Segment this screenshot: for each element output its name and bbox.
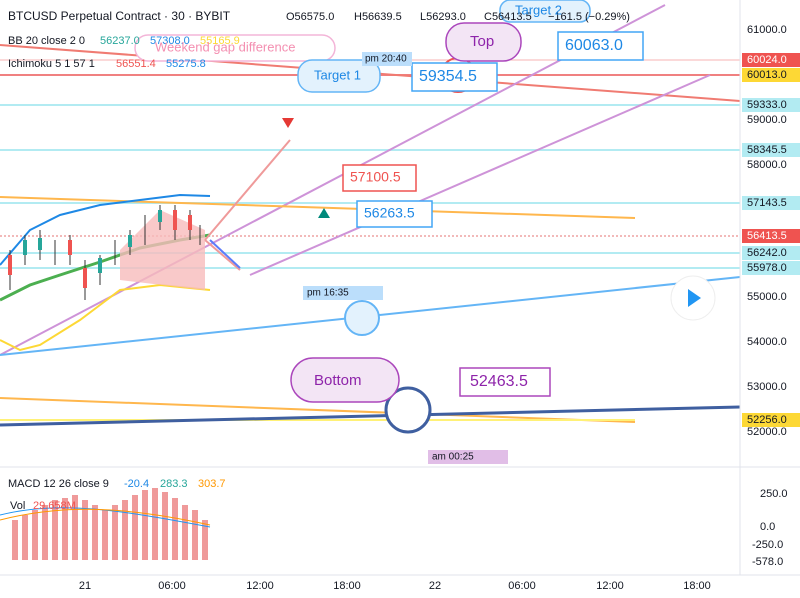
price-axis-label: 53000.0: [747, 381, 787, 393]
price-axis-label: 55978.0: [747, 262, 787, 274]
annotation: Weekend gap difference: [155, 39, 295, 54]
price-note: 59354.5: [419, 68, 477, 85]
time-axis-label: 22: [429, 580, 441, 592]
time-note: pm 20:40: [365, 54, 407, 65]
macd-value: 303.7: [198, 478, 226, 490]
price-axis-label: 57143.5: [747, 197, 787, 209]
macd-axis-label: 250.0: [760, 488, 788, 500]
price-axis-label: 58345.5: [747, 144, 787, 156]
annotation: Top: [470, 33, 494, 50]
volume-value: 29.658M: [33, 500, 76, 512]
price-axis-label: 56413.5: [747, 230, 787, 242]
price-axis-label: 58000.0: [747, 159, 787, 171]
icons: [282, 57, 716, 434]
ohlc-value: H56639.5: [354, 11, 402, 23]
time-axis-label: 06:00: [158, 580, 186, 592]
ohlc: O56575.0 H56639.5 L56293.0 C56413.5 −161…: [286, 11, 630, 23]
macd-value: -20.4: [124, 478, 149, 490]
ichimoku-value: 55275.8: [166, 58, 206, 70]
bb-label: BB 20 close 2 0: [8, 35, 85, 47]
time-axis-label: 18:00: [683, 580, 711, 592]
macd-label: MACD 12 26 close 9: [8, 478, 109, 490]
annotation: Target 2: [515, 2, 562, 17]
price-axis-label: 59333.0: [747, 99, 787, 111]
time-note: am 00:25: [432, 452, 474, 463]
ohlc-value: O56575.0: [286, 11, 334, 23]
price-axis-label: 59000.0: [747, 114, 787, 126]
time-axis-label: 06:00: [508, 580, 536, 592]
macd-axis-label: -578.0: [752, 556, 783, 568]
volume-label: Vol: [10, 500, 25, 512]
annotation: Target 1: [314, 67, 361, 82]
price-note: 56263.5: [364, 205, 415, 221]
price-note: 52463.5: [470, 373, 528, 390]
price-axis: [742, 53, 800, 427]
bb-value: 56237.0: [100, 35, 140, 47]
price-axis-label: 54000.0: [747, 336, 787, 348]
candles: [8, 205, 201, 300]
ichimoku-value: 56551.4: [116, 58, 156, 70]
price-axis-label: 55000.0: [747, 291, 787, 303]
price-axis-label: 56242.0: [747, 247, 787, 259]
price-axis-label: 61000.0: [747, 24, 787, 36]
ohlc-value: −161.5 (−0.29%): [548, 11, 630, 23]
price-note: 57100.5: [350, 169, 401, 185]
time-axis-label: 18:00: [333, 580, 361, 592]
ichimoku-label: Ichimoku 5 1 57 1: [8, 58, 95, 70]
chart-lines: [0, 4, 741, 427]
time-axis-label: 12:00: [246, 580, 274, 592]
price-axis-label: 52000.0: [747, 426, 787, 438]
time-axis-label: 12:00: [596, 580, 624, 592]
bb-value: 57308.0: [150, 35, 190, 47]
macd-axis-label: -250.0: [752, 539, 783, 551]
price-axis-label: 60013.0: [747, 69, 787, 81]
time-note: pm 16:35: [307, 288, 349, 299]
ohlc-value: C56413.5: [484, 11, 532, 23]
bb-value: 55165.9: [200, 35, 240, 47]
ohlc-value: L56293.0: [420, 11, 466, 23]
macd: [0, 488, 211, 560]
annotation: Bottom: [314, 372, 362, 389]
price-axis-label: 52256.0: [747, 414, 787, 426]
annotation-boxes: [134, 0, 644, 464]
symbol-title: BTCUSD Perpetual Contract · 30 · BYBIT: [8, 9, 231, 23]
price-axis-label: 60024.0: [747, 54, 787, 66]
time-axis-label: 21: [79, 580, 91, 592]
macd-axis-label: 0.0: [760, 521, 775, 533]
macd-value: 283.3: [160, 478, 188, 490]
price-note: 60063.0: [565, 37, 623, 54]
